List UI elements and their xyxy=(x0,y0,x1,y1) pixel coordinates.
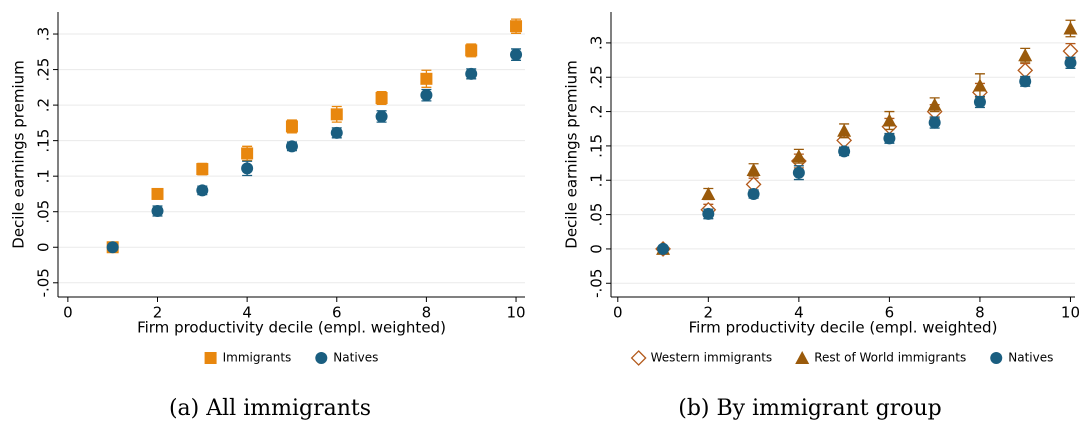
marker xyxy=(927,97,942,111)
marker xyxy=(420,72,433,85)
legend-marker xyxy=(630,350,647,366)
chart: -.05 0 .05 .1 .15 .2 .25 .3 0 2 4 6 8 10 Firm producti… xyxy=(563,12,1080,421)
x-tick-label: 8 xyxy=(975,304,985,322)
legend-label: Natives xyxy=(333,351,378,365)
marker xyxy=(241,162,254,175)
legend: Immigrants Natives xyxy=(204,351,378,365)
marker xyxy=(1062,43,1079,60)
y-tick-label: .3 xyxy=(35,27,53,41)
x-tick-label: 2 xyxy=(153,304,163,322)
marker xyxy=(196,184,209,197)
marker xyxy=(330,108,343,121)
y-axis-title: Decile earnings premium xyxy=(10,60,28,248)
y-tick-label: .2 xyxy=(35,98,53,112)
marker xyxy=(375,91,388,104)
x-tick-label: 6 xyxy=(332,304,342,322)
marker xyxy=(746,162,761,176)
marker xyxy=(792,166,805,179)
x-tick-label: 0 xyxy=(63,304,73,322)
legend-marker xyxy=(795,351,810,364)
marker xyxy=(883,132,896,145)
marker xyxy=(1018,48,1033,62)
marker xyxy=(1019,75,1032,88)
y-tick-label: .3 xyxy=(588,36,606,50)
marker xyxy=(702,207,715,220)
marker xyxy=(791,149,806,163)
marker xyxy=(106,241,119,254)
marker xyxy=(1063,21,1078,35)
y-tick-label: .1 xyxy=(588,173,606,187)
marker xyxy=(420,89,433,102)
marker xyxy=(330,126,343,139)
marker xyxy=(838,145,851,158)
y-axis-title: Decile earnings premium xyxy=(563,60,581,248)
x-tick-label: 10 xyxy=(1061,304,1080,322)
marker xyxy=(151,205,164,218)
y-tick-label: .1 xyxy=(35,169,53,183)
y-tick-label: -.05 xyxy=(588,269,606,298)
marker xyxy=(151,187,164,200)
x-tick-label: 4 xyxy=(242,304,252,322)
x-tick-label: 10 xyxy=(506,304,525,322)
legend-marker xyxy=(204,352,217,364)
marker xyxy=(1017,62,1034,79)
marker xyxy=(701,186,716,200)
legend-label: Western immigrants xyxy=(651,351,773,365)
legend-marker xyxy=(315,352,328,364)
marker xyxy=(465,67,478,80)
y-tick-label: .25 xyxy=(35,58,53,82)
x-axis-title: Firm productivity decile (empl. weighted… xyxy=(137,319,446,337)
legend-label: Natives xyxy=(1008,351,1053,365)
y-tick-label: .15 xyxy=(588,134,606,158)
marker xyxy=(510,20,523,33)
caption: (a) All immigrants xyxy=(169,396,371,421)
y-tick-label: .05 xyxy=(35,200,53,224)
marker xyxy=(196,163,209,176)
marker xyxy=(285,140,298,153)
x-tick-label: 8 xyxy=(422,304,432,322)
chart: -.05 0 .05 .1 .15 .2 .25 .3 0 2 4 6 8 10 Firm producti… xyxy=(10,12,526,421)
legend: Western immigrants Rest of World immigran… xyxy=(630,350,1053,366)
legend-label: Immigrants xyxy=(223,351,292,365)
marker xyxy=(375,110,388,123)
marker xyxy=(928,116,941,129)
y-tick-label: .05 xyxy=(588,203,606,227)
marker xyxy=(747,187,760,200)
y-tick-label: -.05 xyxy=(35,268,53,297)
legend-label: Rest of World immigrants xyxy=(814,351,966,365)
y-tick-label: .25 xyxy=(588,65,606,89)
x-tick-label: 2 xyxy=(704,304,714,322)
legend-marker xyxy=(990,352,1003,364)
marker xyxy=(241,147,254,160)
marker xyxy=(1064,56,1077,69)
x-tick-label: 0 xyxy=(613,304,623,322)
y-tick-label: 0 xyxy=(35,242,53,252)
caption: (b) By immigrant group xyxy=(678,396,941,421)
y-tick-label: .15 xyxy=(35,129,53,153)
marker xyxy=(837,123,852,137)
marker xyxy=(465,44,478,57)
y-tick-label: .2 xyxy=(588,104,606,118)
marker xyxy=(973,95,986,108)
marker xyxy=(972,78,987,92)
marker xyxy=(510,48,523,61)
y-tick-label: 0 xyxy=(588,244,606,254)
marker xyxy=(285,120,298,133)
x-tick-label: 4 xyxy=(794,304,804,322)
marker xyxy=(657,242,670,255)
x-axis-title: Firm productivity decile (empl. weighted… xyxy=(689,319,998,337)
x-tick-label: 6 xyxy=(885,304,895,322)
marker xyxy=(882,113,897,127)
